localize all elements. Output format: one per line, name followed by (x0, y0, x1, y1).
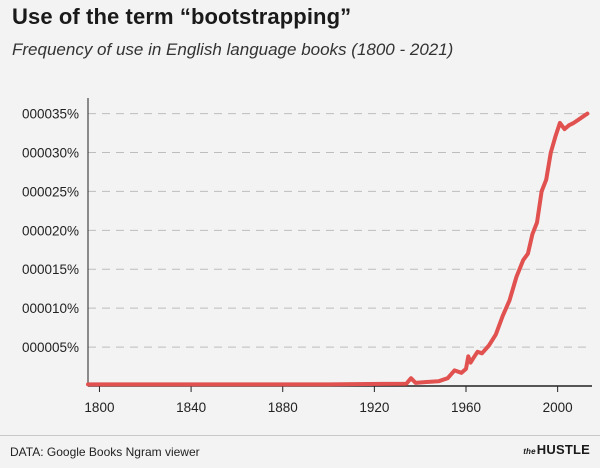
x-tick-label: 1800 (84, 400, 114, 415)
x-tick-label: 1960 (451, 400, 481, 415)
x-axis-ticks: 1800 1840 1880 1920 1960 2000 (84, 386, 573, 415)
footer-divider (0, 435, 600, 436)
chart-title: Use of the term “bootstrapping” (12, 4, 352, 29)
brand-prefix: the (523, 447, 536, 456)
y-tick-label: 000015% (22, 262, 79, 277)
brand-logo: theHUSTLE (523, 442, 590, 457)
brand-name: HUSTLE (536, 442, 590, 457)
y-tick-label: 000030% (22, 145, 79, 160)
y-tick-label: 000035% (22, 107, 79, 122)
y-tick-label: 000020% (22, 223, 79, 238)
y-axis-ticks: 000005% 000010% 000015% 000020% 000025% 00003… (22, 107, 79, 356)
y-tick-label: 000025% (22, 184, 79, 199)
y-tick-label: 000010% (22, 301, 79, 316)
x-tick-label: 1840 (176, 400, 206, 415)
x-tick-label: 2000 (543, 400, 573, 415)
line-chart: 000005% 000010% 000015% 000020% 000025% 00003… (22, 98, 592, 415)
x-tick-label: 1880 (268, 400, 298, 415)
chart-subtitle: Frequency of use in English language boo… (12, 40, 454, 59)
data-source: DATA: Google Books Ngram viewer (10, 445, 200, 459)
series-line (86, 111, 590, 387)
x-tick-label: 1920 (359, 400, 389, 415)
grid-lines (88, 113, 592, 348)
y-tick-label: 000005% (22, 340, 79, 355)
